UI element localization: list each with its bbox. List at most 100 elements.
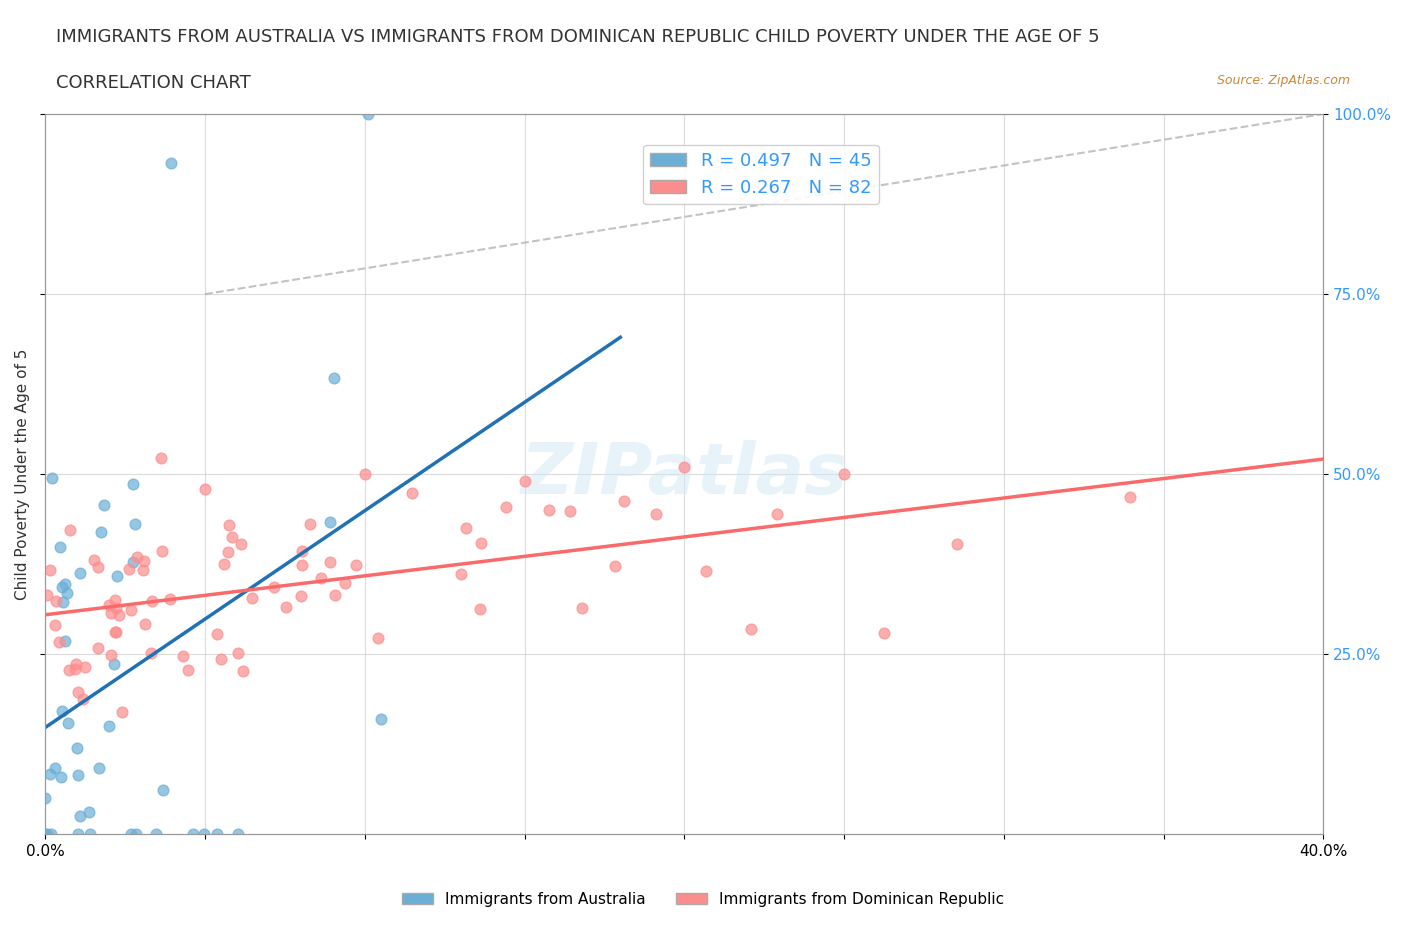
Text: ZIPatlas: ZIPatlas — [520, 440, 848, 509]
Point — [53, 634, 76, 649]
Point — [212, 556, 235, 571]
Text: Source: ZipAtlas.com: Source: ZipAtlas.com — [1216, 74, 1350, 87]
Point — [132, 563, 155, 578]
Point — [149, 450, 172, 465]
Point — [98, 719, 121, 734]
Point — [139, 645, 162, 660]
Point — [152, 543, 174, 558]
Point — [104, 625, 127, 640]
Point — [613, 494, 636, 509]
Point — [226, 646, 249, 661]
Point — [353, 467, 375, 482]
Point — [38, 766, 60, 781]
Point — [51, 579, 73, 594]
Point — [105, 624, 128, 639]
Point — [34, 827, 56, 842]
Point — [87, 560, 110, 575]
Point — [48, 635, 70, 650]
Point — [103, 657, 125, 671]
Point — [89, 760, 111, 775]
Point — [232, 664, 254, 679]
Point — [37, 827, 59, 842]
Point — [205, 827, 228, 842]
Point — [873, 626, 896, 641]
Point — [291, 557, 314, 572]
Point — [93, 498, 115, 512]
Point — [55, 585, 77, 600]
Point — [69, 565, 91, 580]
Point — [695, 564, 717, 578]
Point — [226, 827, 249, 842]
Point — [513, 474, 536, 489]
Point — [740, 622, 762, 637]
Point — [44, 618, 66, 632]
Point — [90, 525, 112, 539]
Point — [159, 591, 181, 606]
Point — [357, 107, 380, 122]
Point — [605, 558, 627, 573]
Point — [209, 651, 232, 666]
Point — [63, 661, 86, 676]
Point — [67, 827, 90, 842]
Point — [41, 471, 63, 485]
Point — [299, 517, 322, 532]
Point — [72, 691, 94, 706]
Point — [319, 514, 342, 529]
Point — [35, 587, 58, 602]
Point — [319, 554, 342, 569]
Point — [134, 617, 156, 631]
Point — [51, 704, 73, 719]
Legend: R = 0.497   N = 45, R = 0.267   N = 82: R = 0.497 N = 45, R = 0.267 N = 82 — [643, 145, 879, 204]
Point — [125, 827, 148, 842]
Point — [217, 545, 239, 560]
Point — [344, 558, 367, 573]
Point — [335, 576, 357, 591]
Point — [558, 504, 581, 519]
Point — [766, 507, 789, 522]
Point — [125, 550, 148, 565]
Point — [120, 602, 142, 617]
Point — [367, 631, 389, 645]
Point — [104, 592, 127, 607]
Point — [87, 641, 110, 656]
Point — [67, 767, 90, 782]
Point — [83, 552, 105, 567]
Point — [218, 517, 240, 532]
Point — [193, 827, 215, 842]
Point — [194, 481, 217, 496]
Point — [65, 657, 87, 671]
Point — [108, 607, 131, 622]
Point — [45, 593, 67, 608]
Point — [152, 782, 174, 797]
Point — [122, 555, 145, 570]
Point — [401, 485, 423, 500]
Point — [450, 567, 472, 582]
Point — [66, 740, 89, 755]
Point — [124, 517, 146, 532]
Point — [100, 605, 122, 620]
Point — [176, 663, 198, 678]
Point — [240, 591, 263, 605]
Point — [673, 459, 696, 474]
Point — [121, 477, 143, 492]
Point — [66, 684, 89, 699]
Legend: Immigrants from Australia, Immigrants from Dominican Republic: Immigrants from Australia, Immigrants fr… — [396, 886, 1010, 913]
Point — [58, 662, 80, 677]
Point — [69, 808, 91, 823]
Point — [1119, 490, 1142, 505]
Point — [221, 530, 243, 545]
Point — [495, 499, 517, 514]
Point — [110, 705, 132, 720]
Y-axis label: Child Poverty Under the Age of 5: Child Poverty Under the Age of 5 — [15, 349, 30, 600]
Point — [51, 769, 73, 784]
Point — [456, 521, 478, 536]
Point — [44, 760, 66, 775]
Point — [48, 539, 70, 554]
Point — [98, 598, 121, 613]
Point — [323, 588, 346, 603]
Point — [79, 827, 101, 842]
Point — [52, 594, 75, 609]
Point — [322, 370, 344, 385]
Point — [39, 827, 62, 842]
Point — [309, 570, 332, 585]
